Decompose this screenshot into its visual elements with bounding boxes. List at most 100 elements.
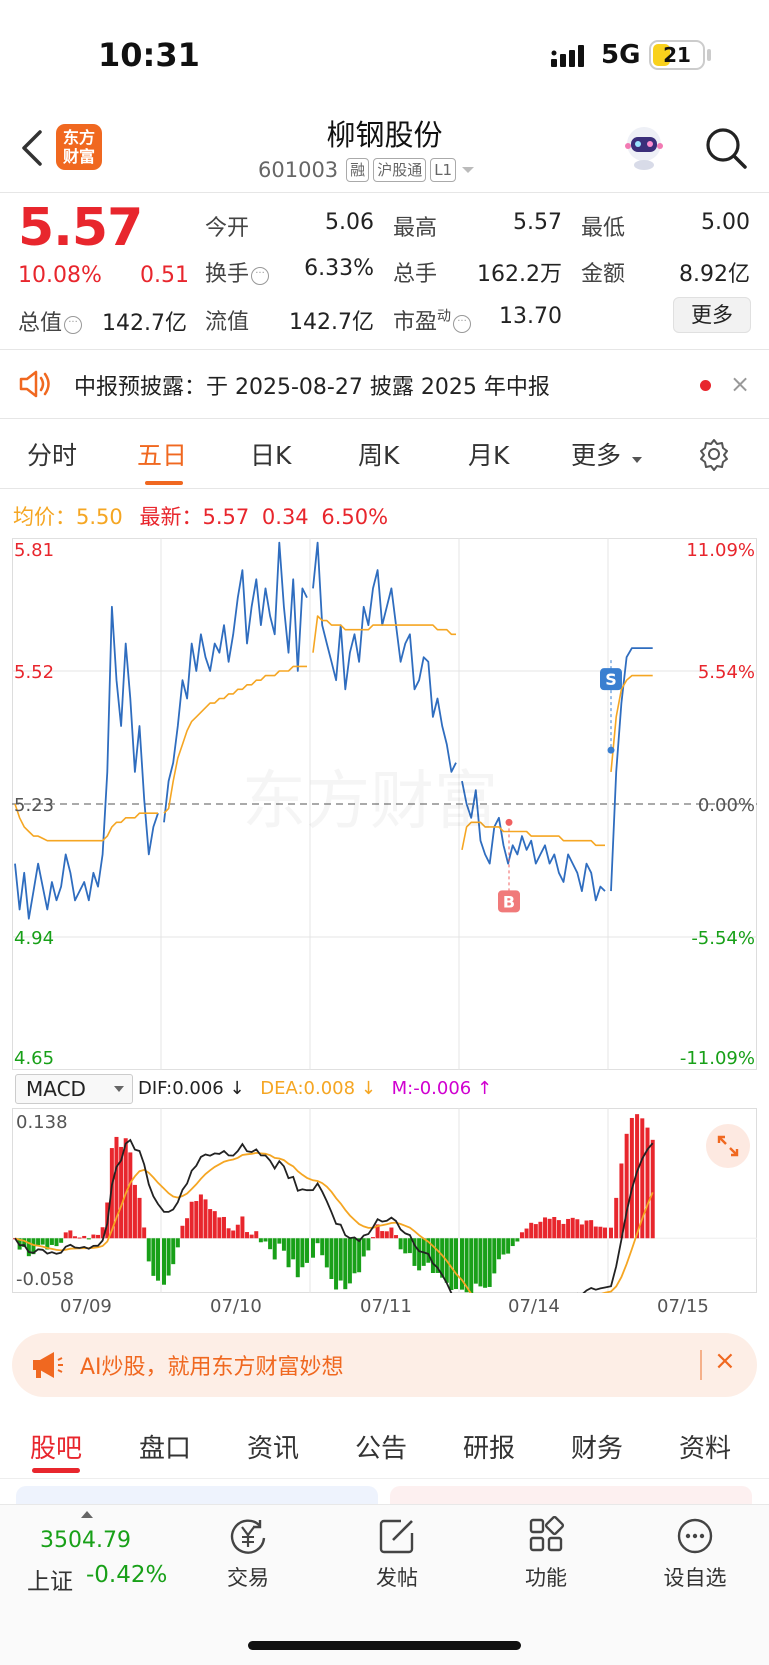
latest-change: 0.34 (261, 505, 309, 529)
macd-bar (272, 1238, 277, 1260)
status-time: 10:31 (98, 36, 200, 74)
tab-news[interactable]: 资讯 (247, 1434, 300, 1464)
macd-bar (579, 1224, 584, 1239)
pe-label: 市盈动 ··· (393, 304, 472, 336)
tag-level: L1 (430, 158, 457, 182)
tab-forum[interactable]: 股吧 (30, 1434, 83, 1464)
content-card[interactable] (390, 1486, 752, 1508)
tab-monthly-k[interactable]: 月K (468, 441, 510, 470)
nav-trade[interactable]: 交易 (198, 1516, 298, 1592)
macd-bar (469, 1238, 474, 1293)
robot-assistant-icon[interactable] (620, 124, 668, 172)
macd-dif: DIF:0.006 ↓ (138, 1078, 245, 1099)
macd-bar (156, 1238, 160, 1281)
macd-bar (510, 1238, 515, 1247)
index-percent[interactable]: -0.42% (86, 1562, 168, 1588)
macd-bar (132, 1184, 137, 1239)
macd-bar (589, 1220, 594, 1239)
macd-bar (609, 1227, 613, 1239)
macd-bar (417, 1238, 422, 1271)
macd-bar (194, 1201, 199, 1239)
expand-icon[interactable] (706, 1124, 750, 1168)
macd-legend: DIF:0.006 ↓ DEA:0.008 ↓ M:-0.006 ↑ (138, 1078, 492, 1099)
tag-margin: 融 (346, 158, 370, 182)
macd-bar (519, 1232, 524, 1239)
content-card[interactable] (16, 1486, 378, 1508)
macd-chart[interactable]: 0.138 -0.058 (12, 1108, 757, 1293)
tab-announcements[interactable]: 公告 (355, 1434, 408, 1464)
chart-axis-labels: 5.81 11.09% 5.52 5.54% 5.23 0.00% 4.94 -5.54% 4.… (14, 540, 755, 1069)
change-percent: 10.08% (18, 263, 102, 288)
macd-bar (91, 1234, 96, 1239)
battery-level: 21 (663, 43, 691, 67)
volume-label: 总手 (393, 262, 438, 287)
ai-banner-text[interactable]: AI炒股，就用东方财富妙想 (80, 1355, 344, 1380)
macd-bar (389, 1227, 394, 1239)
index-name[interactable]: 上证 (27, 1569, 73, 1595)
macd-bar (357, 1238, 362, 1273)
macd-bar (412, 1238, 417, 1266)
dea-line (14, 1151, 654, 1293)
buy-marker-label: B (503, 892, 515, 911)
y-tick-right: -11.09% (680, 1048, 755, 1069)
turnover-value: 6.33% (304, 256, 374, 281)
tab-orderbook[interactable]: 盘口 (139, 1434, 192, 1464)
macd-bar (603, 1227, 607, 1239)
macd-bar (286, 1238, 291, 1268)
indicator-select[interactable]: MACD (15, 1074, 133, 1104)
stock-meta[interactable]: 601003 融 沪股通 L1 (258, 158, 476, 182)
macd-bar (533, 1224, 538, 1239)
nav-post[interactable]: 发帖 (347, 1516, 447, 1592)
macd-bar (352, 1238, 357, 1274)
tab-weekly-k[interactable]: 周K (358, 441, 400, 470)
index-value[interactable]: 3504.79 (40, 1528, 131, 1553)
avg-line (461, 821, 605, 851)
more-button[interactable]: 更多 (673, 297, 751, 333)
macd-bar (338, 1238, 343, 1281)
macd-bar (506, 1238, 511, 1254)
macd-tick-top: 0.138 (16, 1112, 68, 1133)
ai-banner-close-icon[interactable]: × (714, 1346, 736, 1376)
battery-cap (707, 49, 711, 61)
gear-icon[interactable] (697, 437, 731, 471)
unread-dot (700, 380, 711, 391)
macd-bar (162, 1238, 166, 1285)
macd-bar (295, 1238, 300, 1278)
tab-research[interactable]: 研报 (463, 1434, 516, 1464)
tab-daily-k[interactable]: 日K (250, 441, 292, 470)
macd-bar (515, 1238, 520, 1242)
tab-five-day[interactable]: 五日 (137, 441, 188, 470)
nav-add-watchlist[interactable]: 设自选 (645, 1516, 745, 1592)
macd-bar (529, 1222, 534, 1239)
macd-bar (640, 1118, 645, 1239)
ai-banner[interactable] (12, 1333, 757, 1397)
dif-line (14, 1138, 654, 1293)
divider (0, 349, 769, 350)
macd-bar (347, 1238, 352, 1284)
y-tick-right: -5.54% (691, 928, 755, 949)
grid-icon (529, 1516, 565, 1552)
divider (0, 192, 769, 193)
macd-bar (435, 1238, 440, 1273)
macd-bar (593, 1226, 598, 1239)
tab-finance[interactable]: 财务 (571, 1434, 624, 1464)
search-icon[interactable] (704, 126, 748, 170)
macd-bar (334, 1238, 339, 1290)
caret-up-icon[interactable] (81, 1511, 93, 1518)
tab-profile[interactable]: 资料 (679, 1434, 732, 1464)
notice-text[interactable]: 中报预披露：于 2025-08-27 披露 2025 年中报 (74, 375, 550, 400)
tab-timeshare[interactable]: 分时 (27, 441, 78, 470)
avg-value: 5.50 (76, 505, 123, 529)
nav-functions[interactable]: 功能 (496, 1516, 596, 1592)
macd-bar (524, 1228, 529, 1239)
divider (0, 418, 769, 419)
active-tab-underline (32, 1468, 80, 1473)
tab-more[interactable]: 更多 (571, 441, 622, 470)
price-line (14, 605, 159, 920)
notice-close-icon[interactable]: × (730, 370, 751, 398)
macd-bar (370, 1237, 375, 1239)
five-day-price-chart[interactable]: 5.81 11.09% 5.52 5.54% 5.23 0.00% 4.94 -5.54% 4.… (12, 538, 757, 1070)
back-icon[interactable] (20, 128, 44, 168)
date-label: 07/14 (508, 1296, 560, 1317)
macd-bar (281, 1238, 286, 1251)
